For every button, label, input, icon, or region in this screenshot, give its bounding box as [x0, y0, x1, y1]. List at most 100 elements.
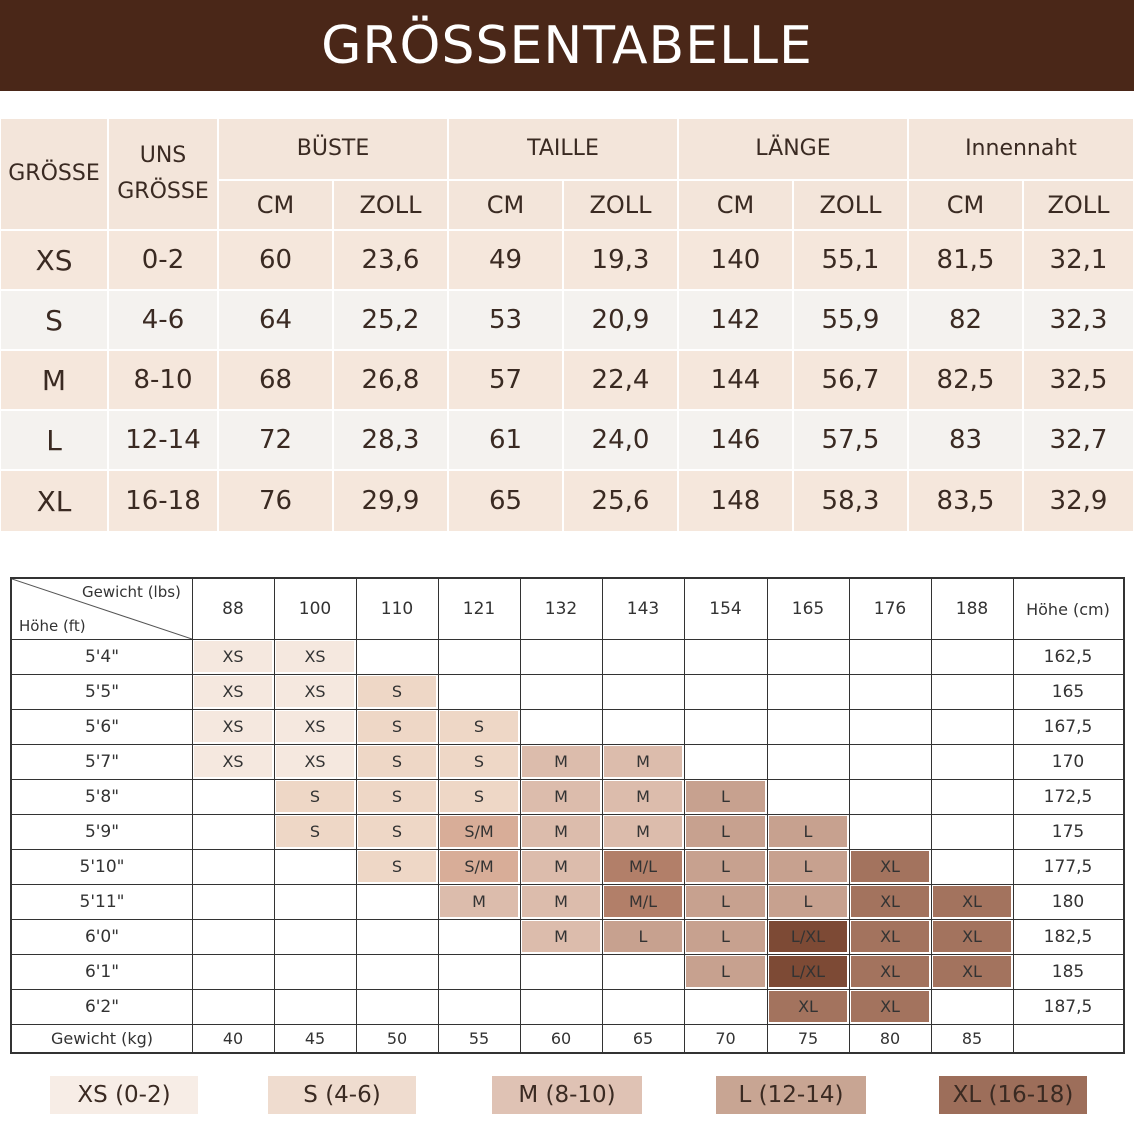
weight-kg-header: Gewicht (kg)	[51, 1028, 153, 1048]
measurement-value: 32,9	[1024, 471, 1133, 531]
size-fit-chart: Gewicht (lbs) Höhe (ft) 88 100 110 121 132 143 1…	[10, 577, 1125, 1054]
measurement-value: 53	[449, 291, 562, 349]
grid-line	[12, 849, 1123, 850]
grid-line	[356, 579, 357, 1052]
height-cm-header: Höhe (cm)	[1026, 599, 1110, 619]
size-cell-fill	[769, 991, 847, 1022]
height-cm-label: 162,5	[1043, 646, 1093, 667]
weight-kg-label: 70	[715, 1028, 736, 1048]
size-cell: M/L	[628, 857, 658, 876]
size-label: L	[1, 411, 107, 469]
size-cell: S	[309, 822, 321, 841]
size-cell-fill	[358, 711, 436, 742]
size-cell: S	[391, 857, 403, 876]
height-ft-label: 5'5"	[84, 681, 120, 702]
grid-line	[684, 579, 685, 1052]
size-cell-fill	[440, 816, 518, 847]
weight-lbs-label: 110	[380, 599, 414, 619]
size-cell-fill	[686, 921, 765, 952]
size-cell-fill	[604, 921, 682, 952]
size-cell-fill	[358, 816, 436, 847]
group-header-2: TAILLE	[449, 119, 677, 179]
size-cell: L/XL	[790, 962, 826, 981]
weight-kg-label: 75	[797, 1028, 819, 1048]
grid-line	[602, 579, 603, 1052]
size-cell-fill	[522, 816, 600, 847]
measurement-value: 65	[449, 471, 562, 531]
legend-item: XL (16-18)	[939, 1076, 1087, 1114]
group-header-3: LÄNGE	[679, 119, 907, 179]
size-cell: M	[636, 752, 650, 771]
unit-header: CM	[449, 181, 562, 229]
size-label: S	[1, 291, 107, 349]
size-cell-fill	[276, 781, 354, 812]
size-cell: L	[638, 927, 648, 946]
page-header: GRÖSSENTABELLE	[0, 0, 1134, 91]
size-cell: L	[803, 822, 813, 841]
height-ft-label: 5'9"	[84, 821, 120, 842]
size-cell: XS	[222, 682, 244, 701]
size-cell-fill	[851, 991, 929, 1022]
grid-line	[767, 579, 768, 1052]
size-cell-fill	[440, 851, 518, 882]
size-cell: S	[391, 787, 403, 806]
size-cell: XL	[880, 997, 900, 1016]
grid-line	[12, 884, 1123, 885]
height-ft-label: 5'7"	[84, 751, 120, 772]
size-cell-fill	[358, 746, 436, 777]
measurement-value: 61	[449, 411, 562, 469]
height-cm-label: 170	[1051, 751, 1085, 772]
measurement-value: 32,5	[1024, 351, 1133, 409]
measurement-value: 83,5	[909, 471, 1022, 531]
weight-kg-label: 55	[468, 1028, 490, 1048]
corner-height-label: Höhe (ft)	[19, 617, 86, 635]
legend-item: M (8-10)	[492, 1076, 642, 1114]
size-cell-fill	[604, 746, 682, 777]
weight-kg-label: 65	[632, 1028, 654, 1048]
measurement-value: 57,5	[794, 411, 907, 469]
size-cell: L	[721, 892, 730, 911]
size-cell-fill	[933, 886, 1011, 917]
measurement-value: 142	[679, 291, 792, 349]
size-cell: XS	[222, 647, 244, 666]
size-cell-fill	[851, 851, 929, 882]
size-cell-fill	[522, 921, 600, 952]
height-cm-label: 172,5	[1043, 786, 1093, 807]
size-cell: XS	[222, 752, 244, 771]
measurement-value: 25,6	[564, 471, 677, 531]
grid-line	[12, 919, 1123, 920]
size-cell: L	[721, 857, 730, 876]
measurement-value: 24,0	[564, 411, 677, 469]
size-cell: S	[309, 787, 321, 806]
height-cm-label: 185	[1051, 961, 1085, 982]
size-cell: XS	[304, 647, 326, 666]
us-size-value: 12-14	[109, 411, 217, 469]
size-cell-fill	[194, 746, 272, 777]
weight-lbs-label: 100	[298, 599, 332, 619]
group-header-1: BÜSTE	[219, 119, 447, 179]
size-cell-fill	[604, 816, 682, 847]
measurement-value: 148	[679, 471, 792, 531]
size-cell-fill	[440, 781, 518, 812]
size-cell-fill	[522, 746, 600, 777]
size-cell: M	[554, 822, 568, 841]
weight-lbs-label: 143	[626, 599, 660, 619]
unit-header: CM	[219, 181, 332, 229]
weight-lbs-label: 176	[873, 599, 907, 619]
size-cell: M	[554, 857, 568, 876]
size-cell-fill	[276, 746, 354, 777]
size-cell-fill	[358, 676, 436, 707]
size-cell-fill	[604, 851, 682, 882]
grid-line	[12, 779, 1123, 780]
measurement-value: 140	[679, 231, 792, 289]
measurement-value: 57	[449, 351, 562, 409]
measurement-value: 83	[909, 411, 1022, 469]
size-cell: S	[473, 717, 485, 736]
measurement-value: 32,3	[1024, 291, 1133, 349]
size-cell-fill	[769, 816, 847, 847]
grid-line	[520, 579, 521, 1052]
grid-line	[12, 989, 1123, 990]
us-size-value: 4-6	[109, 291, 217, 349]
size-cell: XL	[798, 997, 818, 1016]
size-cell-fill	[276, 816, 354, 847]
